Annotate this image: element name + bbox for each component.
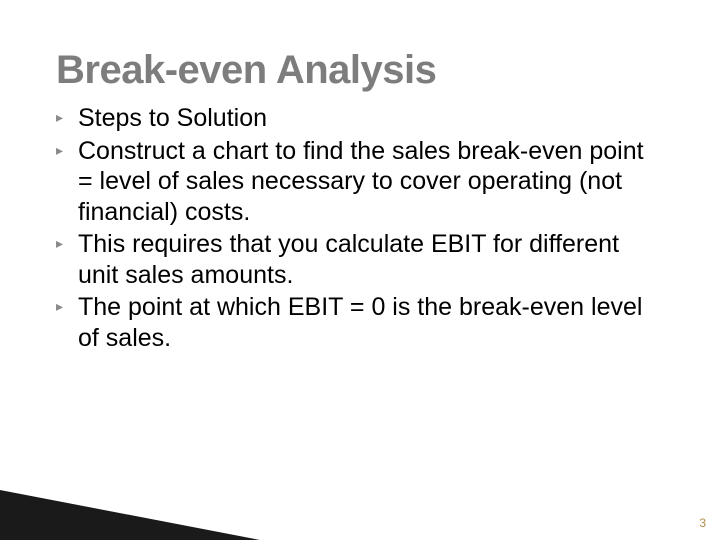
page-number: 3 bbox=[699, 516, 706, 530]
bullet-text: This requires that you calculate EBIT fo… bbox=[78, 229, 664, 290]
accent-dark bbox=[0, 490, 260, 540]
bullet-icon: ▸ bbox=[56, 110, 63, 124]
bullet-icon: ▸ bbox=[56, 299, 63, 313]
list-item: ▸ The point at which EBIT = 0 is the bre… bbox=[56, 292, 664, 353]
corner-accent-icon bbox=[0, 450, 280, 540]
list-item: ▸ Construct a chart to find the sales br… bbox=[56, 136, 664, 228]
slide: Break-even Analysis ▸ Steps to Solution … bbox=[0, 0, 720, 540]
list-item: ▸ This requires that you calculate EBIT … bbox=[56, 229, 664, 290]
bullet-text: Steps to Solution bbox=[78, 103, 664, 134]
bullet-icon: ▸ bbox=[56, 236, 63, 250]
accent-light bbox=[0, 510, 230, 540]
bullet-icon: ▸ bbox=[56, 143, 63, 157]
bullet-text: The point at which EBIT = 0 is the break… bbox=[78, 292, 664, 353]
slide-title: Break-even Analysis bbox=[56, 48, 664, 93]
bullet-text: Construct a chart to find the sales brea… bbox=[78, 136, 664, 228]
list-item: ▸ Steps to Solution bbox=[56, 103, 664, 134]
bullet-list: ▸ Steps to Solution ▸ Construct a chart … bbox=[56, 103, 664, 353]
